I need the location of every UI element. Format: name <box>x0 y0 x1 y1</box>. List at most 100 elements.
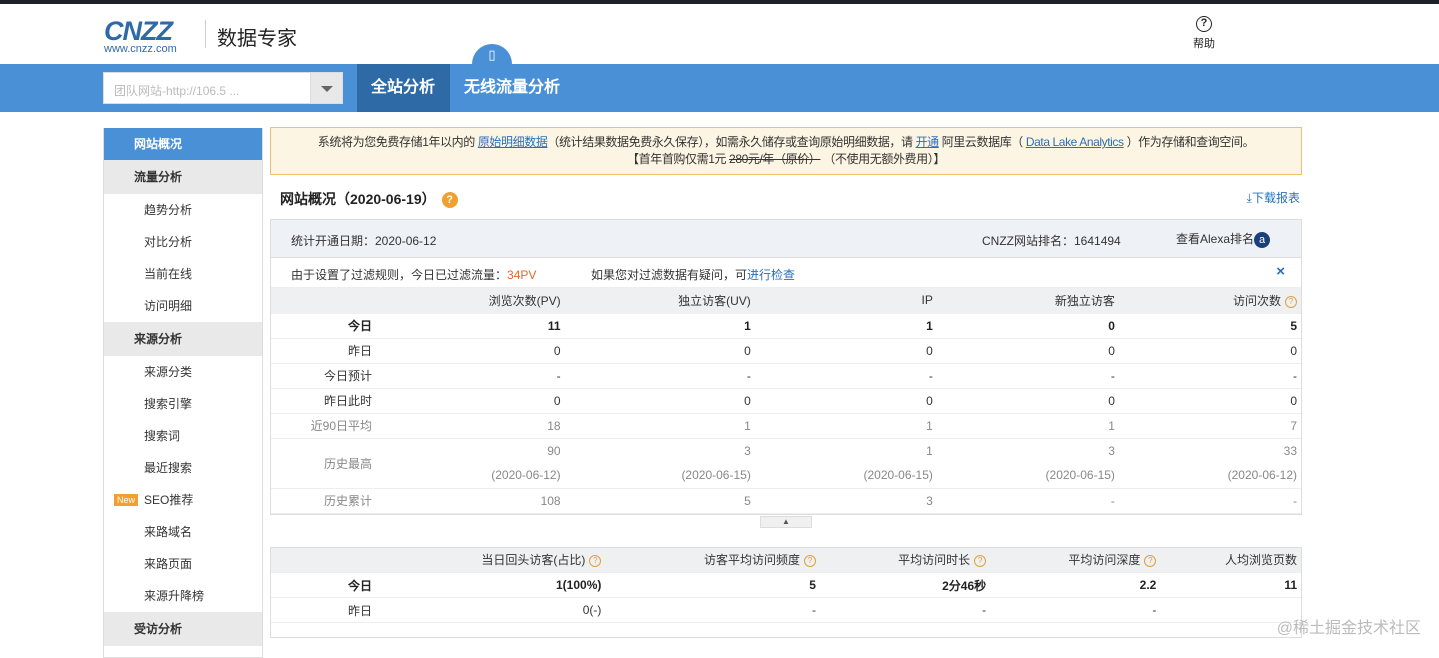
sidebar-item[interactable]: 受访分析 <box>104 612 262 646</box>
download-report-button[interactable]: ⤓下载报表 <box>1246 191 1300 205</box>
header-cell: 人均浏览页数 <box>1160 547 1301 573</box>
notice-line-1: 系统将为您免费存储1年以内的 原始明细数据（统计结果数据免费永久保存），如需永久… <box>317 135 1255 149</box>
title-row: 网站概况（2020-06-19）? ⤓下载报表 <box>270 175 1302 219</box>
value-cell: 0 <box>376 338 565 364</box>
help-icon[interactable]: ? <box>441 192 458 209</box>
sidebar-item[interactable]: 来源分析 <box>104 322 262 356</box>
check-link[interactable]: 进行检查 <box>747 268 796 282</box>
column-label: 独立访客(UV) <box>678 293 751 308</box>
table-header-row: 当日回头访客(占比)? 访客平均访问频度? 平均访问时长? 平均访问深度? 人均浏览页数 <box>271 547 1301 573</box>
filtered-count: 34PV <box>507 268 537 282</box>
help-icon[interactable]: ? <box>1285 295 1297 308</box>
value-cell: 0 <box>1118 338 1301 364</box>
help-icon: ? <box>1196 16 1212 32</box>
sidebar-item[interactable]: 最近搜索 <box>104 452 262 484</box>
sidebar-item[interactable]: 流量分析 <box>104 160 262 194</box>
help-icon[interactable]: ? <box>803 555 816 568</box>
close-icon[interactable]: × <box>1276 263 1285 280</box>
help-icon[interactable]: ? <box>974 555 987 568</box>
value-cell: - <box>754 363 937 389</box>
window-top-bar <box>0 0 1439 4</box>
raw-data-link[interactable]: 原始明细数据 <box>477 135 548 149</box>
sidebar-item[interactable]: 访问明细 <box>104 290 262 322</box>
sidebar-item-label: 来源分类 <box>144 365 193 379</box>
page-title: 网站概况（2020-06-19）? <box>280 189 458 209</box>
value-cell: 0 <box>936 313 1119 339</box>
value-cell: 11 <box>376 313 565 339</box>
value-cell: 1 <box>564 413 755 439</box>
sidebar-item-label: 来源分析 <box>134 332 183 346</box>
alexa-icon: a <box>1254 231 1271 248</box>
tab-wireless-analysis[interactable]: 无线流量分析 <box>464 79 561 96</box>
sidebar-item[interactable]: New SEO推荐 <box>104 484 262 516</box>
column-label: 人均浏览页数 <box>1224 553 1297 568</box>
sidebar-item[interactable]: 来路域名 <box>104 516 262 548</box>
alexa-rank-link[interactable]: 查看Alexa排名 a <box>1176 230 1271 248</box>
visitor-table: 当日回头访客(占比)? 访客平均访问频度? 平均访问时长? 平均访问深度? 人均浏览页数… <box>271 547 1301 623</box>
sidebar-item[interactable]: 趋势分析 <box>104 194 262 226</box>
row-label: 今日 <box>271 313 376 339</box>
value-cell: - <box>990 597 1161 623</box>
site-select[interactable]: 团队网站-http://106.5 ... <box>103 72 343 104</box>
value-cell: 1 <box>754 413 937 439</box>
header-cell: 平均访问深度? <box>990 547 1161 573</box>
sidebar-item[interactable]: 来源分类 <box>104 356 262 388</box>
sidebar-item[interactable]: 搜索词 <box>104 420 262 452</box>
sidebar-item[interactable]: 对比分析 <box>104 226 262 258</box>
sidebar-item-label: 受访分析 <box>134 622 183 636</box>
site-rank: CNZZ网站排名：1641494 <box>982 234 1121 248</box>
value-cell: 1 <box>564 313 755 339</box>
filter-notice: 由于设置了过滤规则，今日已过滤流量：34PV 如果您对过滤数据有疑问，可进行检查… <box>271 258 1301 288</box>
value-cell: 2分46秒 <box>819 572 991 598</box>
table-row: 今日 11 1 1 0 5 <box>271 313 1301 339</box>
main-content: 系统将为您免费存储1年以内的 原始明细数据（统计结果数据免费永久保存），如需永久… <box>270 127 1302 638</box>
cnzz-logo[interactable]: CNZZ www.cnzz.com <box>104 16 177 55</box>
value-cell: 0 <box>754 338 937 364</box>
value-cell: 2.2 <box>990 572 1161 598</box>
value-cell: 0 <box>1118 388 1301 414</box>
value-cell <box>1160 597 1301 623</box>
header-cell: 独立访客(UV) <box>564 288 755 314</box>
table-header-row: 浏览次数(PV) 独立访客(UV) IP 新独立访客 访问次数? <box>271 288 1301 314</box>
column-label: IP <box>921 293 933 308</box>
value-cell: - <box>936 363 1119 389</box>
tab-site-analysis[interactable]: 全站分析 <box>357 64 450 112</box>
header-cell: 平均访问时长? <box>819 547 991 573</box>
sidebar-item[interactable]: 网站概况 <box>104 128 262 160</box>
value-cell: 33 <box>1283 443 1297 458</box>
value-cell: 3 <box>744 443 751 458</box>
value-cell: - <box>376 363 565 389</box>
row-label: 昨日此时 <box>271 388 376 414</box>
chevron-down-icon[interactable] <box>310 73 342 103</box>
help-button[interactable]: ? 帮助 <box>1193 16 1215 50</box>
value-cell: 0(-) <box>376 597 606 623</box>
sidebar-item-label: SEO推荐 <box>144 493 194 507</box>
sidebar-item[interactable]: 来路页面 <box>104 548 262 580</box>
storage-notice: 系统将为您免费存储1年以内的 原始明细数据（统计结果数据免费永久保存），如需永久… <box>270 127 1302 175</box>
panel-header: 统计开通日期：2020-06-12 CNZZ网站排名：1641494 查看Ale… <box>271 220 1301 258</box>
row-label: 昨日 <box>271 338 376 364</box>
overview-table: 浏览次数(PV) 独立访客(UV) IP 新独立访客 访问次数? 今日 11 1 1 0 5 昨日 0 0… <box>271 288 1301 514</box>
collapse-toggle[interactable]: ▲ <box>760 515 812 528</box>
row-label: 历史累计 <box>271 488 376 514</box>
open-date: 统计开通日期：2020-06-12 <box>291 234 437 248</box>
product-name: 数据专家 <box>217 28 297 50</box>
column-label: 平均访问时长 <box>898 553 971 568</box>
help-icon[interactable]: ? <box>1144 555 1157 568</box>
sidebar-item[interactable]: 搜索引擎 <box>104 388 262 420</box>
notice-line-2: 【首年首购仅需1元 280元/年（原价） （不使用无额外费用）】 <box>627 152 945 166</box>
data-lake-link[interactable]: Data Lake Analytics <box>1025 135 1124 149</box>
row-label: 近90日平均 <box>271 413 376 439</box>
table-row: 今日预计 - - - - - <box>271 363 1301 389</box>
sidebar-item[interactable]: 来源升降榜 <box>104 580 262 612</box>
table-row: 昨日 0 0 0 0 0 <box>271 338 1301 364</box>
help-icon[interactable]: ? <box>589 555 602 568</box>
sidebar-item[interactable]: 当前在线 <box>104 258 262 290</box>
value-cell: 5 <box>564 488 755 514</box>
value-cell: - <box>936 488 1119 514</box>
table-row: 今日 1(100%) 5 2分46秒 2.2 11 <box>271 572 1301 598</box>
value-cell: 11 <box>1160 572 1301 598</box>
activate-link[interactable]: 开通 <box>915 135 940 149</box>
header-cell: 当日回头访客(占比)? <box>376 547 606 573</box>
sidebar-item-label: 搜索引擎 <box>144 397 193 411</box>
